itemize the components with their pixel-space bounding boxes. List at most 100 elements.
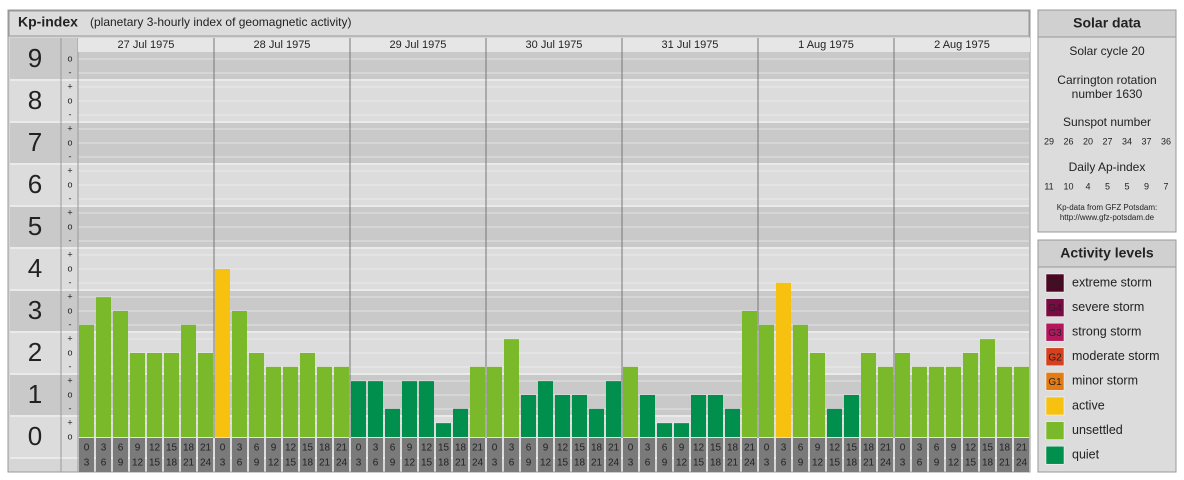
time-box — [113, 438, 128, 472]
date-label: 28 Jul 1975 — [254, 39, 311, 51]
bar — [555, 395, 570, 437]
time-box — [640, 438, 655, 472]
legend-label: minor storm — [1072, 374, 1138, 388]
time-start: 9 — [271, 443, 277, 454]
bar — [963, 353, 978, 437]
time-start: 18 — [591, 443, 603, 454]
bar — [521, 395, 536, 437]
bar — [113, 311, 128, 437]
subdivision-label: o — [67, 53, 72, 63]
bar — [776, 282, 791, 437]
solar-value: 5 — [1105, 181, 1110, 191]
time-end: 24 — [608, 458, 620, 469]
time-start: 12 — [421, 443, 433, 454]
time-box — [708, 438, 723, 472]
legend-title: Activity levels — [1060, 245, 1154, 261]
time-box — [215, 438, 230, 472]
time-start: 15 — [166, 443, 178, 454]
time-box — [674, 438, 689, 472]
subdivision-label: + — [67, 165, 72, 175]
time-box — [623, 438, 638, 472]
time-start: 9 — [679, 443, 685, 454]
subdivision-label: + — [67, 81, 72, 91]
time-start: 0 — [84, 443, 90, 454]
subdivision-label: - — [69, 235, 72, 245]
time-end: 24 — [336, 458, 348, 469]
time-box — [980, 438, 995, 472]
solar-value: 9 — [1144, 181, 1149, 191]
ap-title: Daily Ap-index — [1069, 160, 1146, 174]
time-start: 0 — [764, 443, 770, 454]
bar — [674, 423, 689, 437]
time-start: 18 — [183, 443, 195, 454]
time-start: 6 — [662, 443, 668, 454]
time-end: 12 — [404, 458, 416, 469]
subdivision-label: + — [67, 417, 72, 427]
bar — [334, 366, 349, 437]
time-start: 6 — [526, 443, 532, 454]
time-box — [946, 438, 961, 472]
time-start: 21 — [336, 443, 348, 454]
y-tick-label: 2 — [28, 337, 42, 367]
time-end: 9 — [526, 458, 532, 469]
time-start: 21 — [744, 443, 756, 454]
time-end: 6 — [101, 458, 107, 469]
y-tick-label: 4 — [28, 253, 42, 283]
time-box — [691, 438, 706, 472]
time-box — [164, 438, 179, 472]
time-box — [96, 438, 111, 472]
time-box — [351, 438, 366, 472]
time-box — [1014, 438, 1029, 472]
time-start: 18 — [863, 443, 875, 454]
subdivision-label: - — [69, 151, 72, 161]
time-start: 15 — [302, 443, 314, 454]
time-box — [759, 438, 774, 472]
legend-label: strong storm — [1072, 324, 1141, 338]
time-end: 9 — [662, 458, 668, 469]
time-start: 3 — [917, 443, 923, 454]
time-start: 0 — [356, 443, 362, 454]
legend-badge: G1 — [1048, 377, 1062, 388]
date-label: 2 Aug 1975 — [934, 39, 990, 51]
time-end: 12 — [268, 458, 280, 469]
time-box — [266, 438, 281, 472]
time-start: 18 — [455, 443, 467, 454]
time-end: 24 — [744, 458, 756, 469]
time-end: 15 — [285, 458, 297, 469]
time-box — [436, 438, 451, 472]
bar — [300, 353, 315, 437]
bar — [844, 395, 859, 437]
bar — [606, 381, 621, 437]
rotation: number 1630 — [1072, 87, 1143, 101]
bar — [742, 311, 757, 437]
time-end: 21 — [999, 458, 1011, 469]
subdivision-label: o — [67, 305, 72, 315]
time-end: 21 — [727, 458, 739, 469]
bar — [283, 366, 298, 437]
legend-badge: G2 — [1048, 352, 1062, 363]
legend-badge: G3 — [1048, 328, 1062, 339]
bar — [657, 423, 672, 437]
subdivision-label: - — [69, 319, 72, 329]
legend-badge: G5 — [1048, 279, 1062, 290]
subdivision-label: + — [67, 249, 72, 259]
time-end: 3 — [628, 458, 634, 469]
time-start: 9 — [815, 443, 821, 454]
bar — [827, 408, 842, 437]
solar-value: 34 — [1122, 136, 1132, 146]
time-box — [878, 438, 893, 472]
time-start: 21 — [1016, 443, 1028, 454]
time-start: 21 — [880, 443, 892, 454]
time-end: 18 — [710, 458, 722, 469]
time-start: 3 — [781, 443, 787, 454]
time-box — [572, 438, 587, 472]
time-end: 9 — [934, 458, 940, 469]
time-box — [827, 438, 842, 472]
time-end: 21 — [863, 458, 875, 469]
time-box — [606, 438, 621, 472]
time-end: 18 — [438, 458, 450, 469]
bar — [929, 366, 944, 437]
bar — [759, 324, 774, 437]
time-start: 6 — [118, 443, 124, 454]
